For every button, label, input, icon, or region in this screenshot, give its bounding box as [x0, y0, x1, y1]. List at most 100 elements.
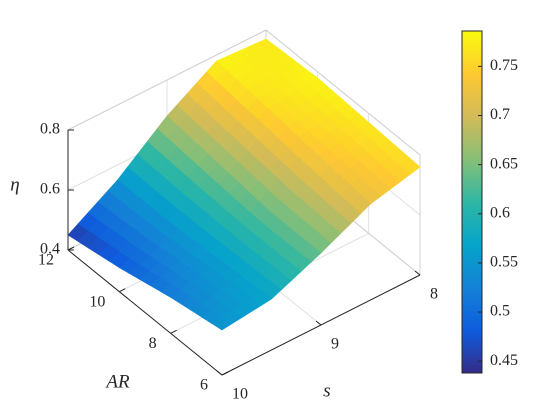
colorbar-cell [462, 56, 482, 60]
y-tick-label: 8 [149, 335, 157, 352]
colorbar-cell [462, 53, 482, 58]
colorbar-cell [462, 364, 482, 368]
colorbar-cell [462, 170, 482, 174]
colorbar-cell [462, 236, 482, 240]
colorbar-cell [462, 142, 482, 146]
colorbar-cell [462, 250, 482, 254]
colorbar-cell [462, 147, 482, 152]
colorbar-cell [462, 367, 482, 371]
colorbar-cell [462, 273, 482, 277]
colorbar-cell [462, 261, 482, 266]
colorbar-cell [462, 338, 482, 343]
colorbar-tick-label: 0.7 [490, 106, 510, 123]
colorbar-cell [462, 264, 482, 269]
colorbar-cell [462, 136, 482, 140]
colorbar-cell [462, 156, 482, 160]
colorbar-cell [462, 193, 482, 197]
colorbar-cell [462, 93, 482, 98]
colorbar-cell [462, 39, 482, 43]
colorbar-cell [462, 318, 482, 323]
colorbar-cell [462, 267, 482, 271]
colorbar-cell [462, 213, 482, 217]
colorbar-cell [462, 330, 482, 334]
colorbar-cell [462, 145, 482, 149]
colorbar-cell [462, 324, 482, 328]
colorbar-cell [462, 122, 482, 126]
colorbar-cell [462, 256, 482, 260]
colorbar-cell [462, 113, 482, 117]
colorbar-cell [462, 244, 482, 249]
x-tick-label: 10 [232, 386, 248, 403]
colorbar-cell [462, 187, 482, 192]
box-edge [265, 29, 421, 156]
x-tick [414, 270, 421, 276]
colorbar-cell [462, 96, 482, 100]
colorbar-cell [462, 219, 482, 223]
colorbar-cell [462, 199, 482, 203]
colorbar-cell [462, 99, 482, 103]
colorbar-cell [462, 333, 482, 337]
z-tick-label: 0.8 [40, 121, 60, 138]
colorbar-cell [462, 293, 482, 297]
colorbar-cell [462, 196, 482, 200]
colorbar-cell [462, 119, 482, 123]
colorbar-cell [462, 102, 482, 106]
colorbar-cell [462, 335, 482, 340]
colorbar-cell [462, 79, 482, 83]
colorbar-cell [462, 85, 482, 89]
colorbar-cell [462, 110, 482, 115]
colorbar-cell [462, 321, 482, 326]
colorbar-cell [462, 88, 482, 92]
box-edge [67, 29, 267, 131]
x-axis-label: s [323, 380, 330, 401]
x-tick [216, 370, 223, 376]
colorbar-cell [462, 127, 482, 132]
colorbar-cell [462, 76, 482, 80]
colorbar-cell [462, 176, 482, 180]
colorbar-cell [462, 42, 482, 46]
colorbar-cell [462, 276, 482, 280]
colorbar-tick-label: 0.65 [490, 155, 518, 172]
colorbar-cell [462, 361, 482, 365]
colorbar-cell [462, 301, 482, 306]
colorbar-cell [462, 107, 482, 112]
colorbar-cell [462, 90, 482, 95]
colorbar-cell [462, 162, 482, 166]
y-tick-label: 10 [89, 293, 105, 310]
colorbar-cell [462, 184, 482, 189]
z-tick-label: 0.6 [40, 181, 60, 198]
colorbar-cell [462, 153, 482, 157]
colorbar-cell [462, 130, 482, 135]
colorbar-cell [462, 139, 482, 143]
colorbar-frame [461, 30, 483, 374]
colorbar-cell [462, 284, 482, 288]
x-tick-label: 9 [331, 336, 339, 353]
colorbar-cell [462, 230, 482, 234]
y-tick [170, 329, 177, 334]
y-tick-label: 12 [38, 252, 54, 269]
colorbar-cell [462, 327, 482, 331]
colorbar-cell [462, 350, 482, 354]
colorbar-cell [462, 116, 482, 120]
surface-patch [211, 316, 233, 331]
colorbar-cell [462, 179, 482, 183]
colorbar-cell [462, 358, 482, 363]
colorbar-cell [462, 182, 482, 186]
colorbar-cell [462, 344, 482, 348]
colorbar-cell [462, 62, 482, 66]
colorbar-cell [462, 298, 482, 303]
colorbar-cell [462, 355, 482, 360]
colorbar-cell [462, 313, 482, 317]
colorbar-cell [462, 82, 482, 86]
colorbar-cell [462, 287, 482, 291]
colorbar-cell [462, 159, 482, 163]
colorbar-cell [462, 59, 482, 63]
x-tick [315, 320, 322, 326]
y-axis-label: AR [104, 371, 130, 392]
colorbar-cell [462, 33, 482, 38]
colorbar-cell [462, 278, 482, 283]
y-tick [119, 288, 126, 293]
colorbar-cell [462, 216, 482, 220]
colorbar-cell [462, 68, 482, 72]
